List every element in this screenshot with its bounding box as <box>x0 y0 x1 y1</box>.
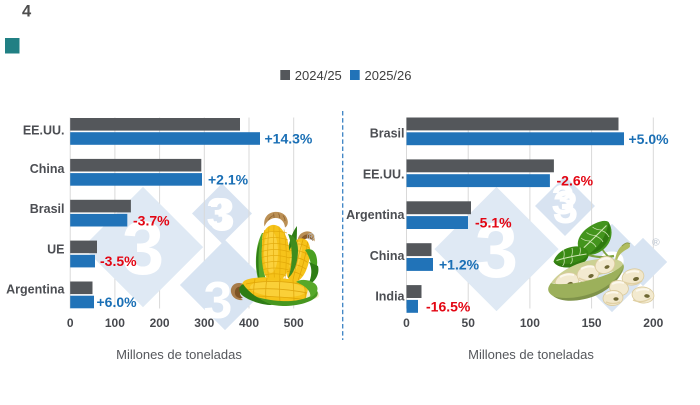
svg-text:100: 100 <box>520 316 540 330</box>
svg-text:3: 3 <box>206 189 229 236</box>
svg-text:+14.3%: +14.3% <box>265 131 313 147</box>
svg-text:®: ® <box>652 237 660 249</box>
svg-text:400: 400 <box>239 316 259 330</box>
svg-text:+5.0%: +5.0% <box>629 131 670 147</box>
svg-text:Millones de toneladas: Millones de toneladas <box>468 347 594 362</box>
svg-text:+6.0%: +6.0% <box>97 294 138 310</box>
svg-text:EE.UU.: EE.UU. <box>23 124 65 138</box>
svg-text:200: 200 <box>643 316 663 330</box>
svg-text:2025/26: 2025/26 <box>365 68 412 83</box>
svg-text:Millones de toneladas: Millones de toneladas <box>116 347 242 362</box>
svg-text:Brasil: Brasil <box>30 202 65 216</box>
svg-text:200: 200 <box>150 316 170 330</box>
svg-text:-16.5%: -16.5% <box>426 298 471 314</box>
svg-text:100: 100 <box>105 316 125 330</box>
svg-text:Brasil: Brasil <box>370 127 405 141</box>
svg-text:China: China <box>370 249 406 263</box>
svg-text:500: 500 <box>284 316 304 330</box>
svg-text:®: ® <box>307 231 315 243</box>
svg-text:50: 50 <box>462 316 476 330</box>
svg-text:3: 3 <box>209 189 235 241</box>
svg-text:EE.UU.: EE.UU. <box>363 167 405 181</box>
svg-text:3: 3 <box>551 176 574 223</box>
svg-text:3: 3 <box>122 206 164 291</box>
svg-text:3: 3 <box>204 272 233 330</box>
svg-text:0: 0 <box>67 316 74 330</box>
svg-text:150: 150 <box>582 316 602 330</box>
svg-text:2024/25: 2024/25 <box>295 68 342 83</box>
svg-text:+2.1%: +2.1% <box>208 171 249 187</box>
svg-text:-3.5%: -3.5% <box>100 253 137 269</box>
svg-text:-2.6%: -2.6% <box>557 173 594 189</box>
svg-text:Argentina: Argentina <box>6 283 65 297</box>
svg-text:-5.1%: -5.1% <box>475 215 512 231</box>
svg-text:0: 0 <box>403 316 410 330</box>
svg-text:India: India <box>375 290 405 304</box>
svg-text:300: 300 <box>194 316 214 330</box>
svg-text:Argentina: Argentina <box>346 208 405 222</box>
svg-text:China: China <box>30 162 66 176</box>
svg-text:4: 4 <box>22 3 32 21</box>
svg-text:3: 3 <box>475 206 518 294</box>
svg-text:UE: UE <box>47 242 64 256</box>
svg-text:3: 3 <box>553 181 579 233</box>
svg-text:+1.2%: +1.2% <box>439 257 480 273</box>
svg-text:-3.7%: -3.7% <box>133 212 170 228</box>
